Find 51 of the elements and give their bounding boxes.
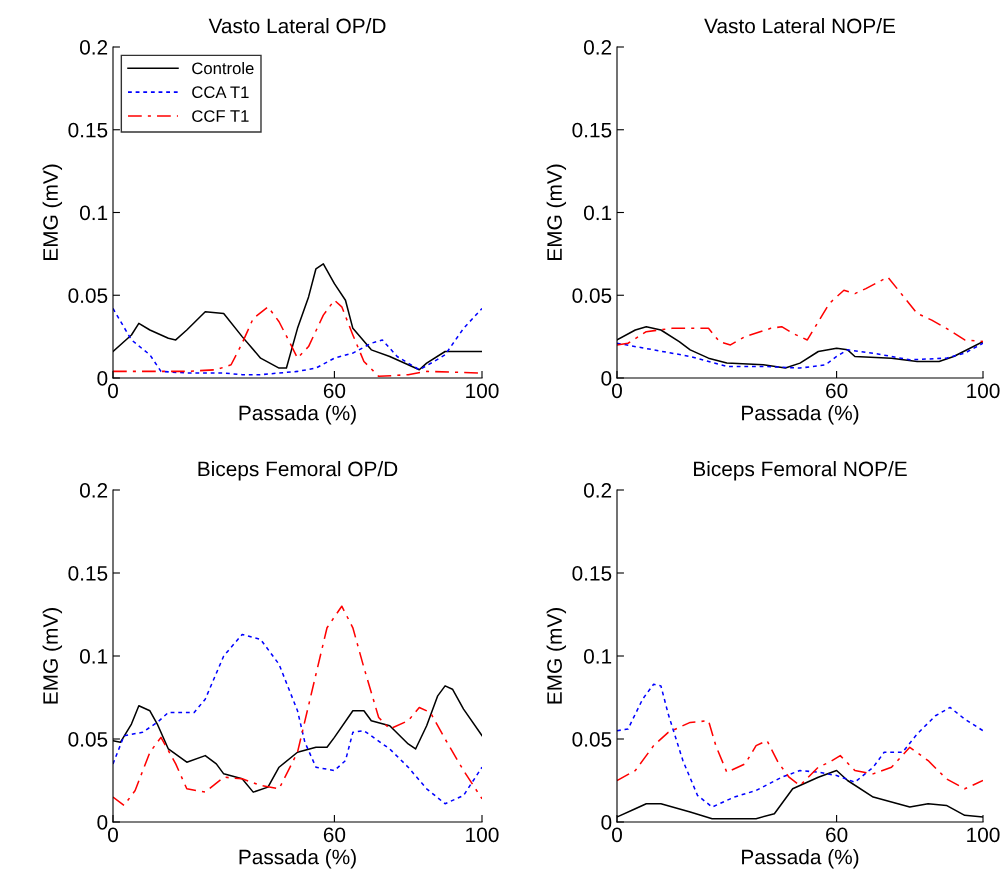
chart-title: Vasto Lateral OP/D xyxy=(208,18,386,34)
y-tick-label: 0.15 xyxy=(572,122,612,138)
y-axis-title: EMG (mV) xyxy=(42,608,63,704)
y-tick-label: 0.2 xyxy=(583,40,612,55)
x-axis-title: Passada (%) xyxy=(742,849,859,869)
y-tick-label: 0.2 xyxy=(79,40,108,55)
chart-title: Vasto Lateral NOP/E xyxy=(704,18,896,34)
x-tick-label: 60 xyxy=(323,827,346,843)
y-tick-label: 0.15 xyxy=(68,122,108,138)
x-axis-title: Passada (%) xyxy=(742,405,859,425)
chart-title: Biceps Femoral NOP/E xyxy=(694,461,907,481)
line-series xyxy=(617,683,983,808)
x-tick-label: 0 xyxy=(612,827,622,843)
chart-title: Biceps Femoral OP/D xyxy=(198,461,398,481)
y-tick-label: 0 xyxy=(601,371,612,386)
y-tick-label: 0.1 xyxy=(79,205,108,221)
y-tick-label: 0.05 xyxy=(572,288,612,303)
legend-label: CCF T1 xyxy=(192,110,249,122)
y-tick-label: 0.2 xyxy=(583,483,612,498)
x-tick-label: 0 xyxy=(108,827,118,843)
y-tick-label: 0 xyxy=(97,371,108,386)
x-axis-title: Passada (%) xyxy=(239,405,356,425)
legend-label: CCA T1 xyxy=(192,86,249,99)
x-tick-label: 100 xyxy=(967,827,1000,843)
y-tick-label: 0 xyxy=(97,815,108,830)
line-series xyxy=(617,719,983,790)
y-tick-label: 0.1 xyxy=(583,649,612,664)
y-tick-label: 0.15 xyxy=(572,566,612,581)
y-tick-label: 0 xyxy=(601,815,612,830)
y-tick-label: 0.05 xyxy=(68,288,108,303)
x-tick-label: 0 xyxy=(612,383,622,399)
y-tick-label: 0.05 xyxy=(68,732,108,747)
x-tick-label: 60 xyxy=(323,383,346,399)
y-tick-label: 0.05 xyxy=(572,732,612,747)
y-tick-label: 0.2 xyxy=(79,483,108,498)
y-axis-title: EMG (mV) xyxy=(546,164,567,260)
y-tick-label: 0.1 xyxy=(583,205,612,221)
y-tick-label: 0.15 xyxy=(68,566,108,581)
y-tick-label: 0.1 xyxy=(79,649,108,664)
y-axis-title: EMG (mV) xyxy=(546,608,567,704)
x-tick-label: 60 xyxy=(826,383,848,399)
x-tick-label: 100 xyxy=(466,383,499,399)
x-tick-label: 100 xyxy=(967,383,1000,399)
x-axis-title: Passada (%) xyxy=(239,849,356,869)
line-series xyxy=(617,276,983,346)
x-tick-label: 60 xyxy=(826,827,848,843)
x-tick-label: 0 xyxy=(108,383,118,399)
x-tick-label: 100 xyxy=(466,827,499,843)
y-axis-title: EMG (mV) xyxy=(42,164,63,260)
legend-label: Controle xyxy=(192,62,254,75)
line-series xyxy=(617,342,983,369)
